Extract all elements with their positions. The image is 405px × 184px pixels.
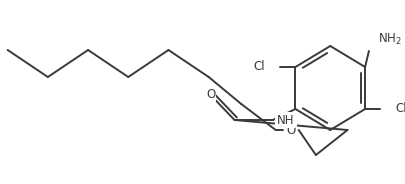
Text: O: O [286, 123, 295, 137]
Text: Cl: Cl [253, 61, 264, 73]
Text: NH: NH [276, 114, 293, 127]
Text: Cl: Cl [395, 102, 405, 116]
Text: NH$_2$: NH$_2$ [377, 31, 401, 47]
Text: O: O [205, 89, 215, 102]
